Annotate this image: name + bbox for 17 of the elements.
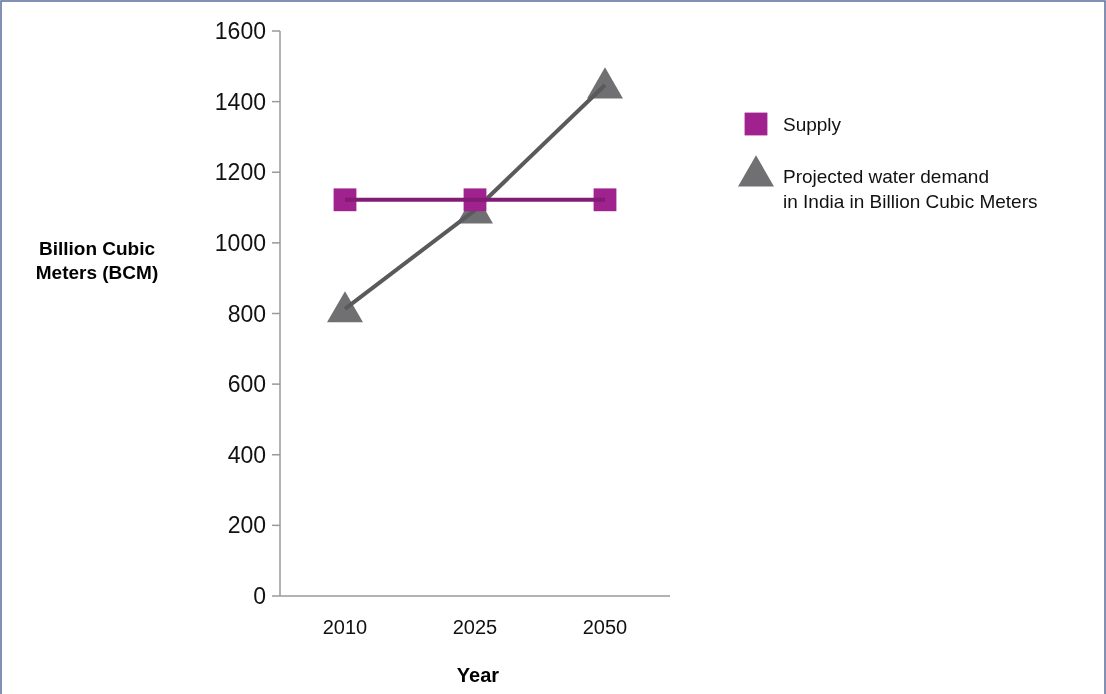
y-tick-label: 1600 — [214, 18, 266, 45]
y-tick-label: 0 — [253, 583, 266, 610]
y-tick-label: 600 — [227, 371, 266, 398]
y-axis-title: Billion Cubic Meters (BCM) — [35, 237, 159, 283]
y-tick-label: 800 — [227, 300, 266, 327]
x-axis-title: Year — [456, 664, 500, 686]
x-tick-label: 2050 — [582, 616, 628, 638]
y-tick-label: 200 — [227, 512, 266, 539]
y-tick-label: 1000 — [214, 229, 266, 256]
x-tick-label: 2025 — [452, 616, 498, 638]
y-tick-label: 400 — [227, 441, 266, 468]
legend-label: Supply — [783, 113, 842, 135]
y-tick-label: 1200 — [214, 159, 266, 186]
y-tick-label: 1400 — [214, 88, 266, 115]
point — [327, 291, 363, 323]
x-tick-label: 2010 — [322, 616, 368, 638]
legend-label: Projected water demand in India in Billion Cubic Meters — [783, 165, 1038, 212]
